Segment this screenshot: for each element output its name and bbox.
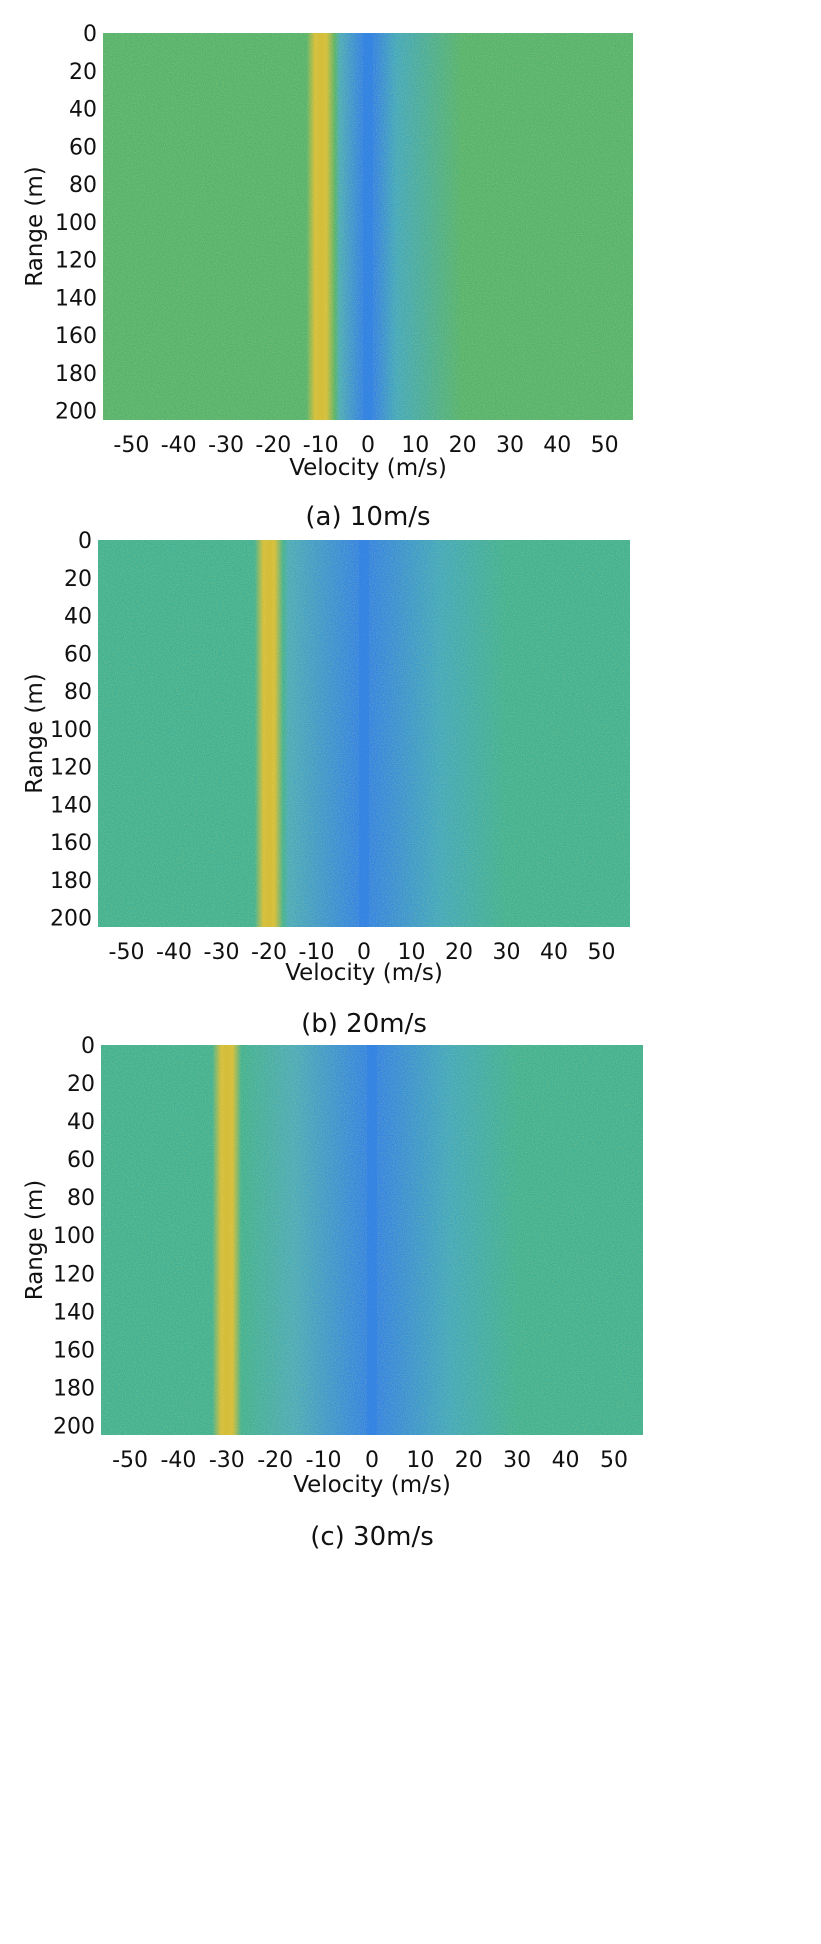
x-tick-label: 50 [588,940,616,965]
x-tick-label: -10 [303,433,339,458]
panel-caption: (c) 30m/s [310,1522,434,1552]
x-tick-label: -40 [161,433,197,458]
y-tick-label: 60 [67,1148,95,1173]
x-tick-label: 20 [455,1448,483,1473]
y-tick-label: 40 [64,605,92,630]
y-tick-label: 60 [64,642,92,667]
y-tick-label: 160 [53,1338,95,1363]
y-tick-label: 0 [78,529,92,554]
x-tick-label: 40 [552,1448,580,1473]
x-tick-label: -30 [204,940,240,965]
x-tick-label: 50 [600,1448,628,1473]
target-band [317,33,324,420]
y-tick-label: 100 [50,718,92,743]
y-tick-label: 100 [53,1224,95,1249]
x-axis-label: Velocity (m/s) [289,455,447,481]
x-tick-label: -30 [209,1448,245,1473]
y-tick-label: 180 [53,1376,95,1401]
y-tick-label: 120 [50,756,92,781]
y-tick-label: 20 [64,567,92,592]
x-tick-label: 30 [493,940,521,965]
x-tick-label: -50 [112,1448,148,1473]
clutter-band [363,33,373,420]
y-tick-label: 200 [50,907,92,932]
x-tick-label: 0 [361,433,375,458]
x-tick-label: 50 [591,433,619,458]
x-tick-label: -10 [299,940,335,965]
y-tick-label: 80 [67,1186,95,1211]
x-tick-label: 0 [365,1448,379,1473]
y-tick-label: 200 [55,400,97,425]
x-tick-label: -20 [251,940,287,965]
y-axis-label: Range (m) [22,673,48,794]
x-tick-label: 40 [543,433,571,458]
clutter-band [359,540,369,927]
x-tick-label: 0 [357,940,371,965]
y-tick-label: 140 [55,286,97,311]
x-tick-label: -30 [208,433,244,458]
target-band [266,540,272,927]
x-tick-label: 20 [445,940,473,965]
y-tick-label: 140 [53,1300,95,1325]
y-tick-label: 200 [53,1414,95,1439]
y-tick-label: 60 [69,135,97,160]
y-tick-label: 80 [69,173,97,198]
x-tick-label: -10 [306,1448,342,1473]
y-tick-label: 180 [55,362,97,387]
panel-caption: (b) 20m/s [301,1009,427,1039]
x-tick-label: 10 [406,1448,434,1473]
x-tick-label: 20 [449,433,477,458]
chart-panel-1: -50 -40 -30 -20 -10 0 10 20 30 40 50 0 20 40 60 80 100 12… [22,22,633,532]
y-tick-label: 100 [55,211,97,236]
y-tick-label: 20 [67,1072,95,1097]
y-tick-label: 40 [69,98,97,123]
x-tick-label: 40 [540,940,568,965]
x-tick-label: -20 [257,1448,293,1473]
y-tick-label: 0 [83,22,97,47]
x-tick-label: -50 [113,433,149,458]
y-tick-label: 120 [55,249,97,274]
x-tick-label: -40 [160,1448,196,1473]
y-tick-label: 40 [67,1110,95,1135]
y-tick-label: 0 [81,1034,95,1059]
x-axis-label: Velocity (m/s) [293,1472,451,1498]
chart-panel-3: -50 -40 -30 -20 -10 0 10 20 30 40 50 0 20 40 60 80 100 12… [22,1034,643,1552]
y-tick-label: 120 [53,1262,95,1287]
y-tick-label: 160 [55,324,97,349]
x-tick-label: 30 [503,1448,531,1473]
target-band [223,1045,230,1435]
x-tick-label: 30 [496,433,524,458]
y-axis-label: Range (m) [22,166,48,287]
clutter-band [367,1045,377,1435]
y-tick-label: 80 [64,680,92,705]
x-tick-label: -50 [109,940,145,965]
chart-panel-2: -50 -40 -30 -20 -10 0 10 20 30 40 50 0 20 40 60 80 100 12… [22,529,630,1039]
y-axis-label: Range (m) [22,1180,48,1301]
y-tick-label: 180 [50,869,92,894]
y-tick-label: 160 [50,831,92,856]
y-tick-label: 140 [50,793,92,818]
y-tick-label: 20 [69,60,97,85]
x-tick-label: -40 [156,940,192,965]
x-tick-label: 10 [401,433,429,458]
x-tick-label: -20 [255,433,291,458]
x-axis-label: Velocity (m/s) [285,960,443,986]
x-tick-label: 10 [398,940,426,965]
panel-caption: (a) 10m/s [305,502,430,532]
